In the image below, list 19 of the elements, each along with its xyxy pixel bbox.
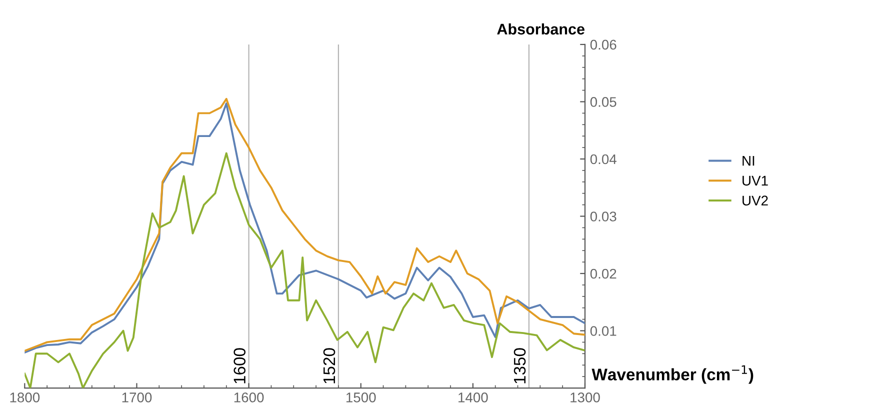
y-tick-label: 0.06 [590,40,616,50]
y-tick-label: 0.01 [590,326,616,336]
x-tick-label: 1700 [122,392,152,402]
ref-line-label: 1350 [514,348,526,384]
y-tick-label: 0.02 [590,268,616,279]
y-tick-label: 0.05 [590,97,616,107]
x-tick-label: 1800 [10,392,40,402]
legend-label: UV2 [742,196,768,206]
x-tick-label: 1400 [458,392,488,402]
legend-label: NI [742,156,754,166]
x-tick-label: 1600 [234,392,264,402]
y-tick-label: 0.04 [590,154,616,164]
x-axis-title: Wavenumber (cm$^{−1}$) [592,365,754,384]
x-tick-label: 1300 [570,392,600,402]
y-tick-label: 0.03 [590,212,616,222]
legend-label: UV1 [742,176,768,186]
x-tick-label: 1500 [346,392,376,402]
ref-line-label: 1520 [323,348,336,384]
y-axis-title: Absorbance [497,23,584,35]
